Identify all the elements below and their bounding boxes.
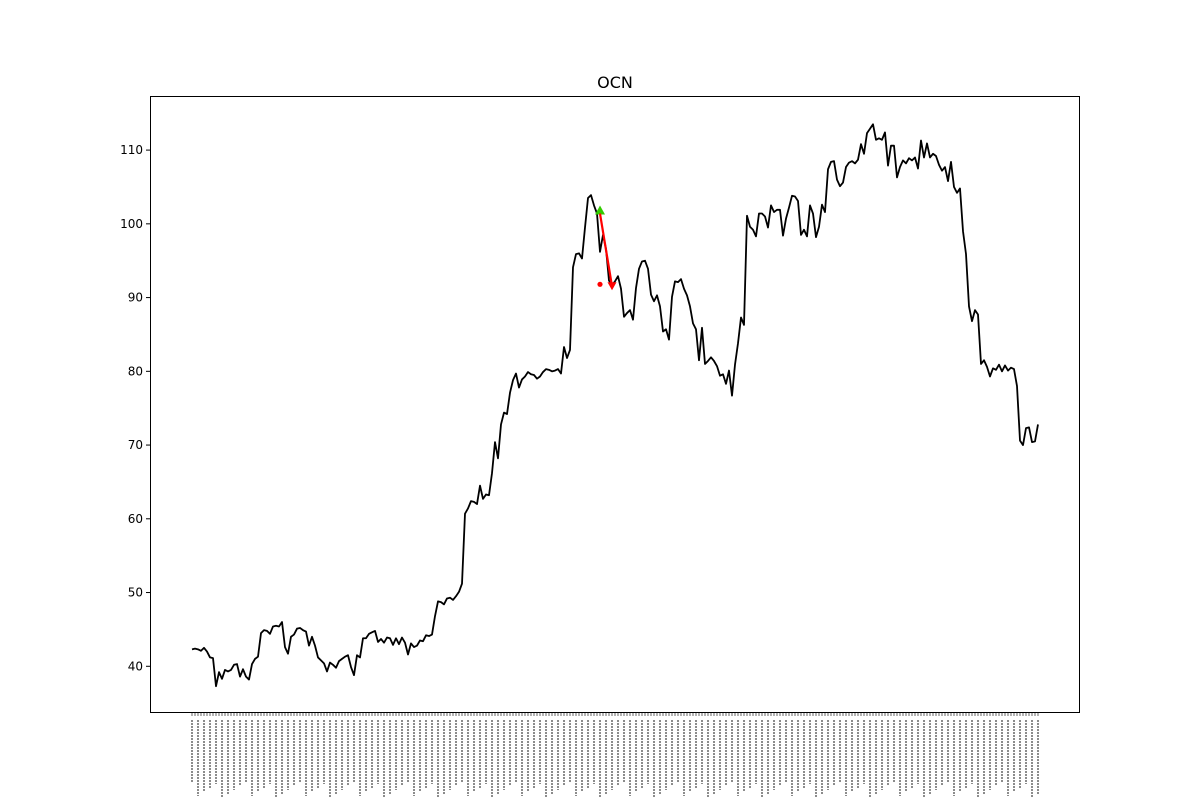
y-tick-label: 80: [128, 364, 143, 378]
y-tick-label: 90: [128, 291, 143, 305]
y-tick-label: 50: [128, 586, 143, 600]
y-tick-label: 100: [120, 217, 143, 231]
y-tick-label: 110: [120, 143, 143, 157]
x-axis: [191, 712, 1039, 798]
buy-triangle-marker: [595, 205, 605, 215]
annotation-layer: [595, 205, 617, 291]
series-line: [191, 123, 1039, 688]
chart-title: OCN: [597, 73, 633, 92]
y-tick-label: 70: [128, 438, 143, 452]
target-dot: [597, 281, 603, 287]
y-tick-label: 60: [128, 512, 143, 526]
y-tick-label: 40: [128, 659, 143, 673]
y-axis: 40 50 60 70 80 90 100 110: [120, 143, 151, 673]
series-layer: [191, 123, 1039, 688]
signal-arrow-head: [607, 282, 617, 291]
plot-frame: [150, 96, 1080, 713]
signal-arrow-shaft: [598, 213, 614, 287]
